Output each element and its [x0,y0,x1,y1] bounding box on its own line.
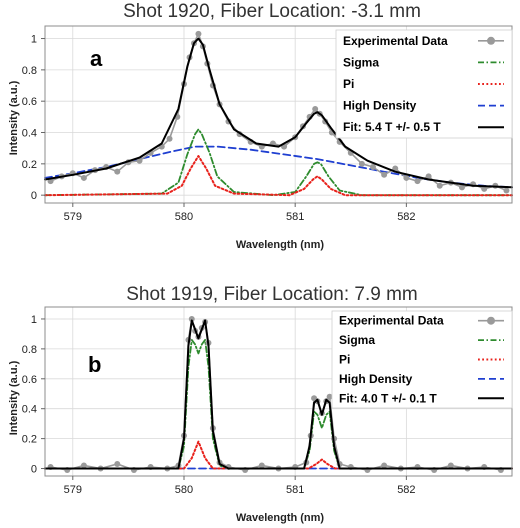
data-point [114,461,121,468]
data-point [80,462,87,469]
panel-letter: b [88,352,101,377]
legend-label: Pi [339,353,350,367]
data-point [392,165,399,172]
data-point [195,30,202,37]
legend-label: Sigma [339,333,375,347]
y-tick-label: 0.2 [22,434,37,446]
legend-label: Sigma [343,55,379,69]
series-line-pi [44,155,513,197]
legend-label: Experimental Data [339,314,444,328]
data-point [258,462,265,469]
x-tick-label: 581 [286,484,304,496]
legend-label: Fit: 5.4 T +/- 0.5 T [343,120,441,134]
x-tick-label: 582 [397,484,415,496]
legend-label: High Density [339,372,413,386]
data-point [136,157,143,164]
y-tick-label: 0.2 [22,159,37,171]
legend: Experimental Data Sigma Pi High Density Fit:… [331,310,513,409]
x-tick-label: 581 [286,211,304,223]
panel-a: Shot 1920, Fiber Location: -3.1 mm 579 58… [8,1,513,251]
data-point [447,462,454,469]
panel-letter: a [90,46,103,71]
data-point [114,168,121,175]
data-point [166,135,173,142]
data-point [403,174,410,181]
y-axis-label: Intensity (a.u.) [8,360,20,435]
legend-marker [487,36,495,45]
y-tick-label: 0.4 [22,404,37,416]
data-point [80,174,87,181]
legend-box [331,310,513,409]
data-point [503,187,510,194]
y-tick-label: 1 [31,34,37,46]
y-tick-label: 0.8 [22,344,37,356]
y-tick-label: 0.6 [22,374,37,386]
y-tick-label: 1 [31,314,37,326]
y-tick-label: 0 [31,190,37,202]
panel-b: Shot 1919, Fiber Location: 7.9 mm 579 580… [8,284,513,524]
x-tick-label: 579 [64,484,82,496]
y-tick-label: 0.8 [22,65,37,77]
legend-marker [487,316,495,325]
data-point [458,184,465,191]
x-tick-label: 582 [397,211,415,223]
x-axis-label: Wavelength (nm) [236,239,325,251]
data-point [358,160,365,167]
data-point [436,182,443,189]
chart-title: Shot 1920, Fiber Location: -3.1 mm [123,1,421,22]
chart-title: Shot 1919, Fiber Location: 7.9 mm [126,284,418,305]
x-axis-label: Wavelength (nm) [236,512,325,524]
legend: Experimental Data Sigma Pi High Density Fit:… [335,29,513,139]
data-point [188,315,195,322]
y-axis-label: Intensity (a.u.) [8,80,20,155]
data-point [425,173,432,180]
data-point [481,185,488,192]
legend-label: Pi [343,77,354,91]
x-tick-label: 580 [175,211,193,223]
series-line-fit [44,319,513,470]
data-point [326,393,333,400]
legend-label: Experimental Data [343,34,448,48]
legend-label: Fit: 4.0 T +/- 0.1 T [339,391,437,405]
y-tick-label: 0.6 [22,96,37,108]
data-point [381,462,388,469]
data-point [370,163,377,170]
y-tick-label: 0.4 [22,128,37,140]
x-tick-label: 580 [175,484,193,496]
series-line-fit [44,37,513,189]
data-point [381,171,388,178]
y-tick-label: 0 [31,464,37,476]
x-tick-label: 579 [64,211,82,223]
data-point [414,178,421,185]
data-point [312,106,319,113]
legend-label: High Density [343,99,417,113]
